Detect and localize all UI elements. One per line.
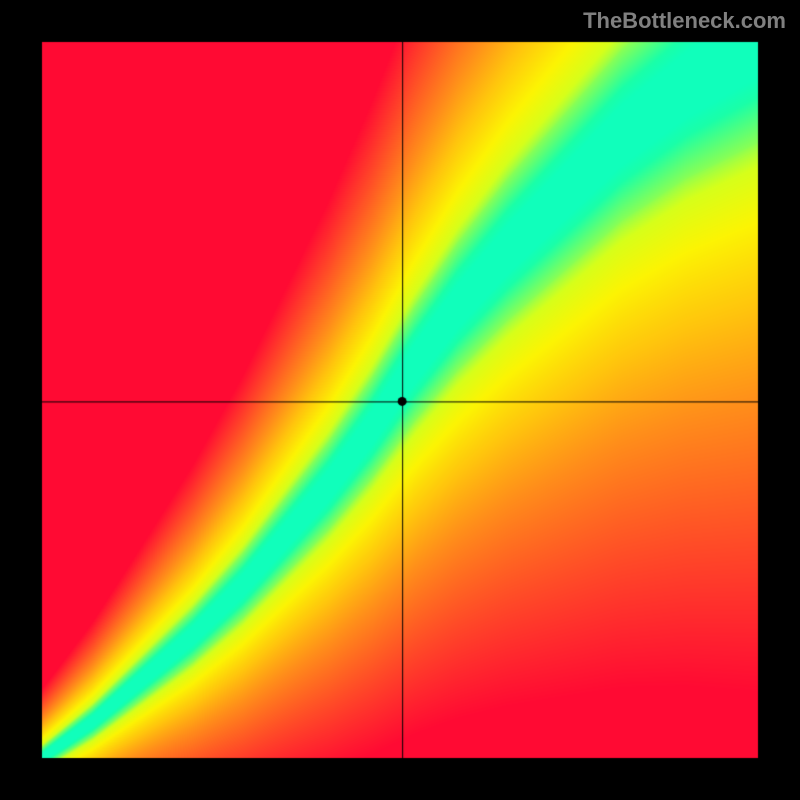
chart-container: TheBottleneck.com: [0, 0, 800, 800]
watermark-text: TheBottleneck.com: [583, 8, 786, 34]
heatmap-canvas: [0, 0, 800, 800]
